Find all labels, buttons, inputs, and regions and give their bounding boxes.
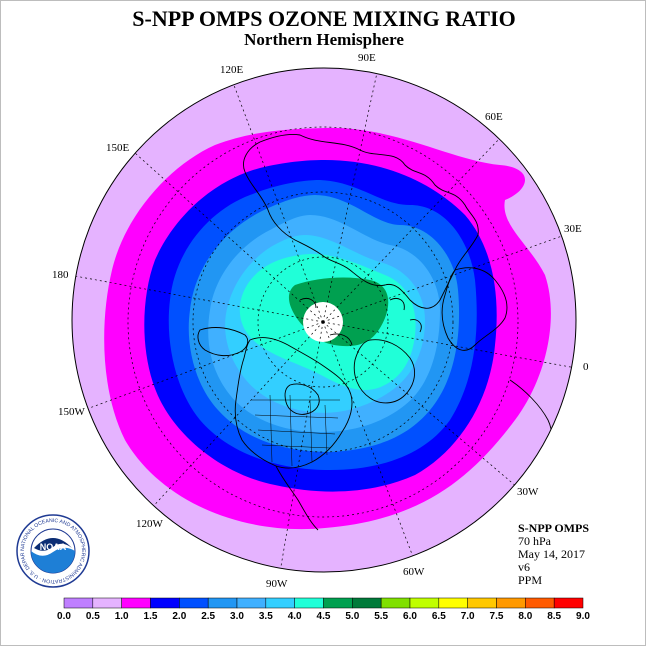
lon-label-60w: 60W <box>403 566 425 578</box>
map-title: S-NPP OMPS OZONE MIXING RATIO <box>132 6 516 31</box>
noaa-logo: NATIONAL OCEANIC AND ATMOSPHERIC ADMINIS… <box>16 514 90 588</box>
meridian-60e <box>322 134 504 323</box>
meridian-120e <box>231 79 324 323</box>
info-date: May 14, 2017 <box>518 547 585 561</box>
latitude-circle-30n <box>127 126 519 518</box>
ozone-field <box>72 68 576 572</box>
map-subtitle: Northern Hemisphere <box>244 30 404 49</box>
longitude-labels: 90E 60E 30E 0 30W 60W 90W 120W 150W 180 … <box>52 52 589 590</box>
meridian-30e <box>322 231 574 323</box>
info-instrument: S-NPP OMPS <box>518 521 589 535</box>
coastline-hudson-bay <box>284 383 320 415</box>
graticule <box>74 68 576 572</box>
coastline-europe <box>441 267 508 351</box>
coastline-mexico <box>275 465 319 531</box>
meridian-90w <box>279 321 324 572</box>
lon-label-120w: 120W <box>136 518 164 530</box>
info-units: PPM <box>518 573 543 587</box>
globe-border <box>71 67 577 573</box>
info-level: 70 hPa <box>518 534 551 548</box>
lon-label-30e: 30E <box>564 223 582 235</box>
coastline-greenland <box>353 339 416 404</box>
meridian-180 <box>74 275 324 323</box>
coastline-eurasia <box>243 133 479 309</box>
coastline-arctic-islands <box>299 297 422 346</box>
lon-label-90w: 90W <box>266 578 288 590</box>
lon-label-120e: 120E <box>220 64 244 76</box>
info-version: v6 <box>518 560 530 574</box>
lon-label-150w: 150W <box>58 406 86 418</box>
us-state-grid <box>252 394 340 467</box>
lon-label-60e: 60E <box>485 111 503 123</box>
lon-label-90e: 90E <box>358 52 376 64</box>
logo-wave-icon <box>31 547 75 573</box>
lon-label-0: 0 <box>583 361 589 373</box>
meridian-150e <box>134 152 324 323</box>
lon-label-180: 180 <box>52 269 69 281</box>
latitude-circle-50n <box>192 191 454 453</box>
lon-label-150e: 150E <box>106 142 130 154</box>
logo-gull-icon <box>34 538 72 551</box>
meridian-90e <box>322 68 379 323</box>
lon-label-30w: 30W <box>517 486 539 498</box>
info-block: S-NPP OMPS 70 hPa May 14, 2017 v6 PPM <box>518 522 589 587</box>
latitude-circle-70n <box>257 256 389 388</box>
meridian-120w <box>147 321 324 513</box>
coastline-alaska <box>197 327 249 357</box>
logo-center-text: NOAA <box>40 542 67 552</box>
